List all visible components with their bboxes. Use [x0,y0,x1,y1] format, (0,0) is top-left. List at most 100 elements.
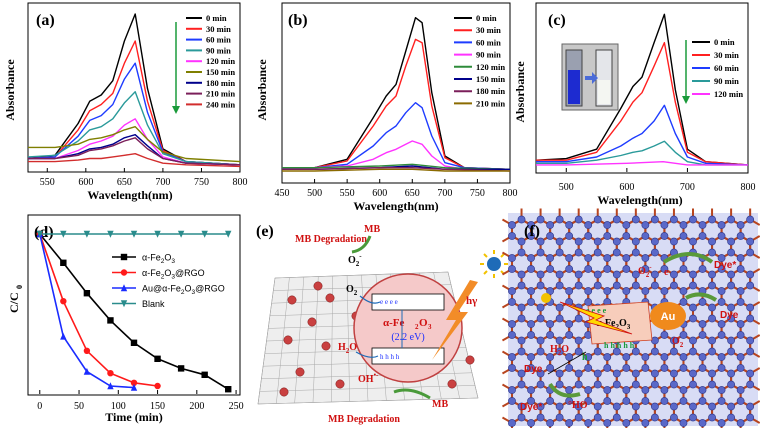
panel-c: (c) 500 600 700 800 0 min 30 min 60 min 90 min… [513,2,756,207]
spectrum-0-min [27,13,241,166]
data-point [120,269,128,276]
fe2o3-label: α-Fe [383,317,405,329]
panel-b-xticks: 450 500 550 600 650 700 750 800 [275,179,518,199]
bandgap-label: (2.2 eV) [391,332,424,343]
panel-d-ylabel: C/C 0 [7,285,24,313]
x-tick-label: 200 [189,401,204,412]
legend-label: 90 min [206,45,231,55]
data-point [201,371,208,378]
au-particle [650,302,686,330]
spectrum-240-min [28,152,241,168]
legend-label: 240 min [206,99,235,109]
f-light-bolt [559,301,633,335]
panel-a-xticks: 550 600 650 700 750 800 [40,168,248,188]
data-point [83,290,91,297]
panel-e: (e) e e e e h h h h α-Fe 2 O 3 (2.2 eV) … [256,223,508,425]
f-dye-top-arrow [662,252,714,264]
data-point [83,230,91,238]
panel-b-legend: 0 min 30 min 60 min 90 min 120 min 150 min 180… [454,13,505,108]
x-tick-label: 500 [559,182,574,193]
legend-label: 210 min [206,89,235,99]
vial-before-liquid [568,70,580,104]
data-point [154,382,161,390]
f-oh: °HO [568,400,588,411]
panel-c-legend: 0 min 30 min 60 min 90 min 120 min [692,37,743,99]
oxygen-groups [279,281,475,397]
spectrum-0-min [535,13,749,166]
f-o2-minus: O2- [638,263,652,279]
panel-c-xlabel: Wavelength(nm) [597,193,682,207]
data-point [130,379,138,386]
data-point [154,355,161,362]
legend-label: 0 min [206,13,227,23]
mb-degradation-top: MB Degradation [295,234,367,245]
f-dye-right: Dye [720,310,739,321]
f-sun-icon [541,293,551,303]
x-tick-label: 500 [307,188,322,199]
legend-label: 60 min [206,35,231,45]
legend-label: 30 min [206,24,231,34]
fe2o3-particle [353,273,463,383]
oh-label: OH•- [358,371,379,385]
x-tick-label: 100 [111,401,126,412]
f-dye-star-bottom: Dye* [520,402,542,413]
data-point [130,339,138,346]
mb-top-arrow [351,235,372,254]
data-point [60,332,67,340]
x-tick-label: 0 [37,401,42,412]
o2-minus-label: O2- [348,252,362,268]
kinetics-line [39,233,158,387]
vb-holes: h h h h [380,353,400,361]
f-electrons: e e e e [586,306,607,315]
vial-after-liquid [598,80,610,104]
data-point [120,300,128,308]
o2-label: O2 [346,284,358,297]
panel-b-frame [281,2,511,184]
spectrum-120-min [28,118,241,166]
f-dye-bottom-arrow [548,382,581,398]
data-point [83,347,91,354]
spectrum-60-min [282,101,511,170]
data-point [36,230,43,238]
data-point [177,365,185,372]
data-point [225,386,232,393]
legend-label: 30 min [476,25,501,35]
panel-d: (d) 0 50 100 150 200 250 α-Fe2O3α-Fe2O3@RGOAu… [7,214,244,424]
fe2o3-block [587,301,653,345]
panel-a-label: (a) [36,12,55,29]
panel-c-xticks: 500 600 700 800 [559,168,756,193]
x-tick-label: 800 [503,188,518,199]
panel-d-xlabel: Time (min) [105,410,162,424]
data-point [60,230,67,238]
legend-label: 180 min [206,78,235,88]
x-tick-label: 750 [470,188,485,199]
panel-b-label: (b) [288,12,308,29]
data-point [60,298,67,305]
panel-d-ylabel-main: C/C [7,292,21,313]
f-dye-left: Dye [524,364,543,375]
spectrum-210-min [28,137,241,166]
h2o-label: H2O [338,342,357,355]
panel-d-ylabel-sub: 0 [15,285,24,289]
x-tick-label: 700 [680,182,695,193]
legend-label: 120 min [206,56,235,66]
legend-label: 150 min [476,74,505,84]
spectrum-90-min [282,140,510,171]
spectrum-180-min [282,166,511,172]
f-dye-link-line [547,351,587,375]
data-point [107,317,114,324]
spectrum-30-min [536,41,749,166]
data-point [201,230,208,238]
x-tick-label: 250 [229,401,244,412]
f-h2o: H2O [550,344,569,357]
panel-c-trend-arrowhead [682,96,690,104]
x-tick-label: 600 [619,182,634,193]
x-tick-label: 650 [117,177,132,188]
x-tick-label: 550 [340,188,355,199]
panel-b-xlabel: Wavelength(nm) [353,199,438,213]
fe2o3-label-sub2: 3 [428,323,432,331]
x-tick-label: 550 [40,177,55,188]
panel-d-frame [27,214,241,396]
